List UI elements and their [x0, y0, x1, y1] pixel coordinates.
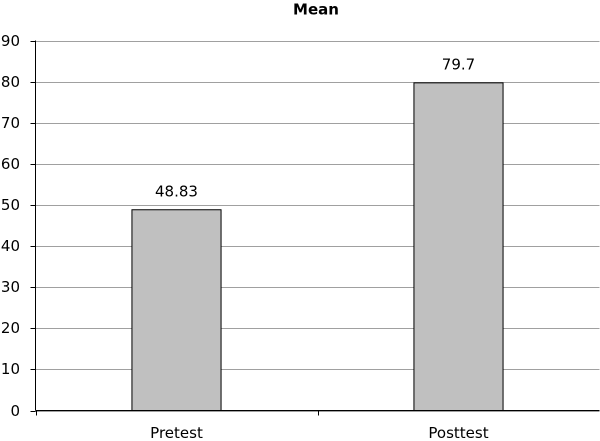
y-tick-label: 10: [1, 360, 20, 378]
y-tick-label: 80: [1, 73, 20, 91]
y-tick-label: 90: [1, 32, 20, 50]
bar: [131, 209, 222, 411]
data-label: 48.83: [155, 182, 198, 200]
y-tick-label: 70: [1, 114, 20, 132]
data-label: 79.7: [442, 55, 475, 73]
y-tick-label: 60: [1, 155, 20, 173]
y-tick-label: 0: [10, 402, 20, 420]
y-tick-label: 50: [1, 196, 20, 214]
x-tick-label: Pretest: [150, 424, 203, 441]
y-tick-label: 40: [1, 237, 20, 255]
x-tick-label: Posttest: [428, 424, 488, 441]
y-tick-label: 30: [1, 278, 20, 296]
chart-title: Mean: [293, 1, 339, 19]
y-tick-label: 20: [1, 319, 20, 337]
bar: [413, 82, 504, 411]
